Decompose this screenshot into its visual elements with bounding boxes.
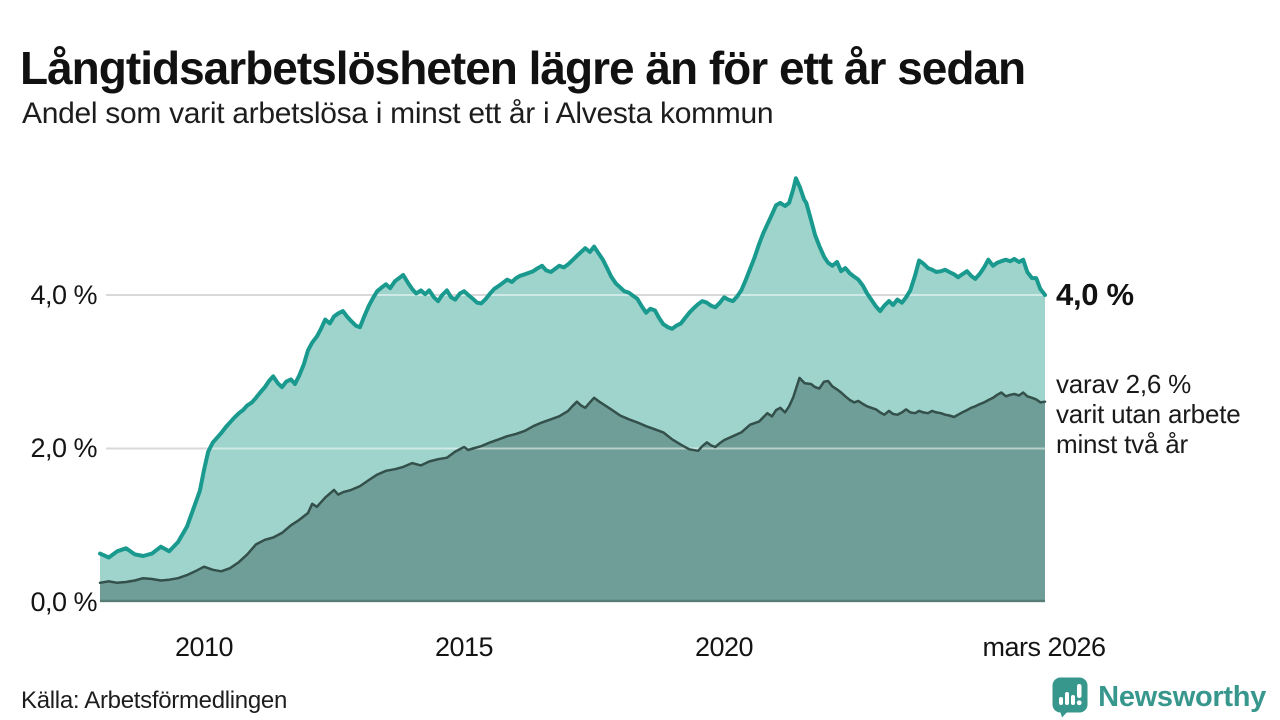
newsworthy-icon	[1052, 677, 1088, 718]
x-axis-tick-2015: 2015	[434, 632, 494, 662]
end-note-line-3: minst två år	[1056, 429, 1188, 459]
series1-end-value-label: 4,0 %	[1056, 277, 1134, 312]
chart-subtitle: Andel som varit arbetslösa i minst ett å…	[22, 97, 774, 130]
series2-end-note: varav 2,6 % varit utan arbete minst två …	[1056, 369, 1241, 459]
x-axis-tick-mars-2026: mars 2026	[982, 632, 1106, 662]
series2-area	[100, 377, 1045, 602]
y-axis-tick-2: 2,0 %	[30, 433, 97, 463]
newsworthy-wordmark: Newsworthy	[1098, 681, 1266, 713]
y-axis-tick-0: 0,0 %	[30, 587, 97, 617]
newsworthy-logo[interactable]: Newsworthy	[1051, 676, 1266, 718]
y-axis-tick-4: 4,0 %	[30, 280, 97, 310]
x-axis-tick-2020: 2020	[694, 632, 754, 662]
source-label: Källa: Arbetsförmedlingen	[21, 687, 287, 714]
end-note-line-1: varav 2,6 %	[1056, 369, 1192, 399]
page-title: Långtidsarbetslösheten lägre än för ett …	[20, 41, 1026, 94]
series2-line	[98, 376, 1047, 585]
series1-line	[98, 176, 1047, 560]
end-note-line-2: varit utan arbete	[1056, 399, 1241, 429]
x-axis-tick-2010: 2010	[174, 632, 234, 662]
